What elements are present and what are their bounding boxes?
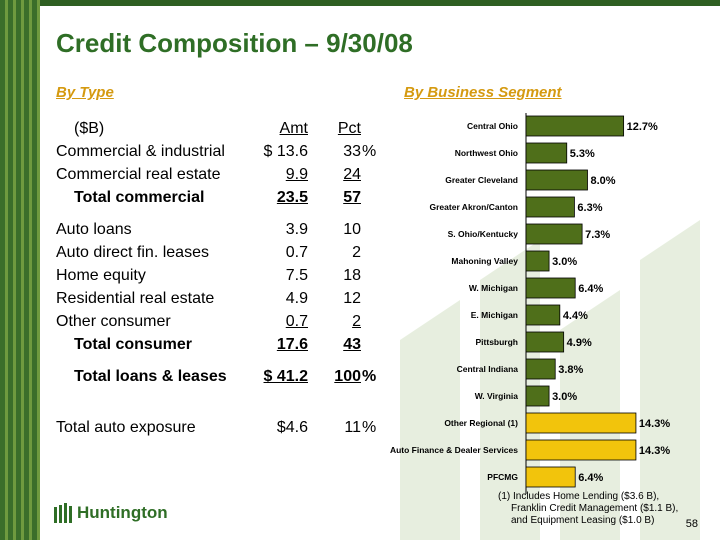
row-amount: 3.9 [285,221,308,238]
percent-sign: % [362,143,377,160]
row-amount: Amt [279,120,308,137]
row-percent: Pct [337,120,361,137]
category-label: W. Michigan [469,283,518,293]
footnote-line: Franklin Credit Management ($1.1 B), [511,503,679,514]
category-label: W. Virginia [475,391,519,401]
chart-bar [525,358,556,380]
category-label: S. Ohio/Kentucky [448,229,519,239]
value-label: 6.3% [577,202,602,214]
category-label: Northwest Ohio [455,148,518,158]
row-label: Total commercial [74,189,205,206]
category-label: Other Regional (1) [444,418,518,428]
row-amount: 9.9 [285,166,308,183]
value-label: 8.0% [591,175,616,187]
row-label: Auto loans [56,221,132,238]
category-label: Mahoning Valley [451,256,518,266]
page-number: 58 [685,518,698,530]
logo-mark-icon [54,503,72,523]
chart-bar [525,196,575,218]
row-amount: $4.6 [276,419,308,436]
chart-bar [525,466,576,488]
category-label: PFCMG [487,472,518,482]
value-label: 4.9% [567,337,592,349]
row-percent: 10 [343,221,361,238]
chart-bar [525,223,583,245]
chart-bar [525,142,568,164]
category-label: Greater Cleveland [445,175,518,185]
category-label: Greater Akron/Canton [430,202,518,212]
value-label: 3.0% [552,391,577,403]
left-stripe-band [0,0,40,540]
chart-bar [525,412,637,434]
percent-sign: % [362,419,377,436]
row-percent: 2 [352,313,361,330]
row-percent: 12 [343,290,361,307]
top-rule [40,0,720,6]
slide-title: Credit Composition – 9/30/08 [56,28,413,58]
row-amount: $ 13.6 [263,143,308,160]
row-percent: 2 [352,244,361,261]
value-label: 12.7% [627,121,658,133]
row-label: Auto direct fin. leases [56,244,209,261]
logo-wordmark: Huntington [77,503,168,522]
value-label: 3.0% [552,256,577,268]
value-label: 6.4% [578,283,603,295]
category-label: Auto Finance & Dealer Services [390,445,518,455]
row-amount: 0.7 [285,313,308,330]
row-label: Total consumer [74,336,192,353]
chart-bar [525,277,576,299]
chart-bar [525,115,625,137]
row-label: Home equity [56,267,146,284]
row-percent: 33 [343,143,361,160]
row-amount: 23.5 [276,189,308,206]
value-label: 4.4% [563,310,588,322]
row-label: Residential real estate [56,290,215,307]
value-label: 14.3% [639,418,670,430]
chart-bar [525,250,550,272]
row-percent: 24 [343,166,361,183]
row-label: Commercial real estate [56,166,221,183]
chart-bar [525,385,550,407]
chart-bar [525,331,565,353]
row-percent: 100 [334,368,361,385]
row-amount: 7.5 [285,267,308,284]
footnote-line: (1) Includes Home Lending ($3.6 B), [498,491,660,502]
by-segment-heading: By Business Segment [404,84,562,101]
row-label: Commercial & industrial [56,143,225,160]
row-label: ($B) [74,120,105,137]
row-percent: 43 [343,336,361,353]
row-label: Other consumer [56,313,171,330]
chart-bar [525,439,637,461]
row-label: Total loans & leases [74,368,227,385]
row-percent: 57 [343,189,361,206]
row-amount: $ 41.2 [263,368,308,385]
category-label: E. Michigan [471,310,518,320]
row-amount: 17.6 [276,336,308,353]
percent-sign: % [362,368,377,385]
value-label: 7.3% [585,229,610,241]
category-label: Central Ohio [467,121,518,131]
row-percent: 11 [344,419,361,436]
footnote-line: and Equipment Leasing ($1.0 B) [511,515,655,526]
huntington-logo: Huntington [54,503,168,523]
watermark-graphic [400,220,700,540]
chart-bar [525,304,561,326]
footnote: (1) Includes Home Lending ($3.6 B), Fran… [498,491,678,527]
row-amount: 0.7 [285,244,308,261]
category-label: Pittsburgh [476,337,519,347]
value-label: 14.3% [639,445,670,457]
chart-bar [525,169,588,191]
by-type-heading: By Type [56,84,114,101]
category-label: Central Indiana [457,364,519,374]
row-amount: 4.9 [285,290,308,307]
row-percent: 18 [343,267,361,284]
row-label: Total auto exposure [56,419,196,436]
value-label: 3.8% [558,364,583,376]
value-label: 5.3% [570,148,595,160]
value-label: 6.4% [578,472,603,484]
